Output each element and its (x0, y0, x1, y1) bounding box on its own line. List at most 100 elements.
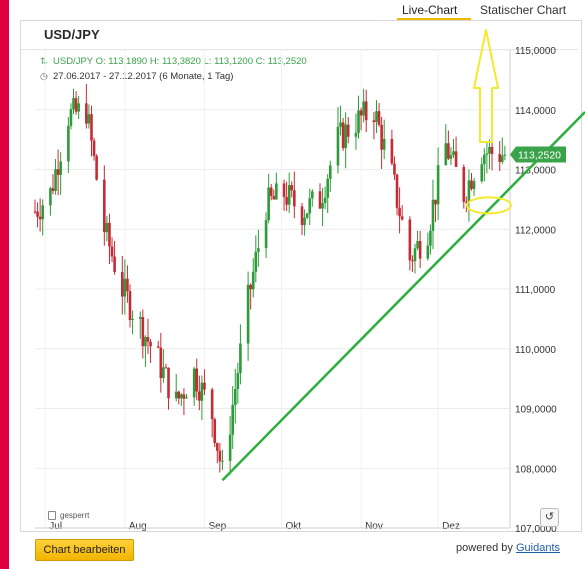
candle-body (375, 111, 378, 123)
candle-body (393, 163, 396, 175)
candle-body (287, 185, 291, 205)
candle-body (233, 388, 237, 405)
candle-body (418, 241, 422, 259)
last-price-label: 113,2520 (518, 149, 561, 161)
candle-body (300, 206, 304, 225)
candle-body (398, 207, 401, 217)
candle-body (92, 140, 96, 156)
candle-body (56, 169, 60, 175)
instrument-icon: ⇅ (40, 56, 48, 66)
y-tick-label: 112,0000 (515, 225, 556, 236)
last-price-tag (510, 146, 566, 163)
candle-body (454, 151, 458, 167)
candle-body (105, 222, 109, 233)
chart-tabs: Live-Chart Statischer Chart (9, 0, 585, 22)
candle-body (472, 181, 476, 189)
candle-body (174, 391, 178, 399)
candle-body (490, 146, 494, 155)
candle-body (341, 122, 345, 149)
candle-body (236, 373, 240, 389)
candle-body (156, 346, 160, 348)
candle-body (131, 318, 134, 321)
candle-body (182, 394, 186, 399)
candle-body (500, 155, 504, 162)
candle-body (123, 278, 127, 297)
guidants-link[interactable]: Guidants (515, 542, 560, 554)
candle-body (69, 109, 73, 126)
candle-body (357, 110, 360, 133)
candle-body (290, 185, 294, 191)
reset-zoom-button[interactable]: ↺ (540, 508, 559, 527)
candle-body (185, 397, 188, 399)
candle-body (149, 341, 152, 347)
locked-indicator: gesperrt (48, 511, 90, 521)
candle-body (200, 382, 204, 401)
candle-body (359, 110, 363, 116)
candle-body (488, 146, 491, 154)
candle-body (33, 211, 37, 213)
candle-body (429, 230, 432, 246)
candle-body (308, 198, 312, 214)
candle-body (218, 450, 222, 462)
candle-body (141, 317, 145, 347)
candle-body (264, 220, 268, 249)
candle-body (434, 199, 437, 205)
edit-chart-button[interactable]: Chart bearbeiten (35, 539, 134, 561)
tab-static-chart[interactable]: Statischer Chart (480, 3, 567, 17)
candle-body (413, 248, 417, 262)
candle-body (444, 143, 448, 166)
candle-body (138, 317, 142, 319)
candle-body (51, 188, 55, 192)
candle-body (498, 154, 502, 162)
candle-body (282, 183, 286, 198)
candle-body (95, 155, 98, 180)
candle-body (339, 122, 342, 127)
candle-body (285, 197, 288, 205)
candle-body (228, 434, 232, 461)
candle-body (177, 391, 181, 399)
candle-body (164, 367, 168, 369)
ohlc-readout: USD/JPY O: 113,1890 H: 113,3820 L: 113,1… (53, 56, 307, 67)
candle-body (310, 191, 314, 199)
tab-live-chart[interactable]: Live-Chart (402, 3, 458, 17)
chart-title: USD/JPY (44, 27, 100, 42)
candle-body (267, 187, 270, 221)
candle-body (293, 190, 296, 207)
candle-body (336, 126, 340, 166)
locked-label: gesperrt (60, 511, 90, 520)
candle-body (49, 188, 52, 206)
candle-body (305, 213, 309, 218)
candle-body (377, 111, 381, 125)
candle-body (480, 164, 484, 182)
candle-body (213, 419, 217, 444)
candle-body (382, 138, 386, 150)
candle-body (120, 272, 124, 297)
candle-body (251, 271, 255, 290)
candle-body (74, 98, 78, 112)
candle-body (269, 187, 273, 197)
candle-body (447, 143, 450, 159)
candle-body (372, 120, 376, 123)
candle-body (67, 125, 70, 162)
candle-body (436, 165, 440, 205)
y-tick-label: 107,0000 (515, 524, 557, 535)
candle-body (257, 248, 260, 252)
candle-body (503, 154, 507, 156)
candle-body (38, 216, 42, 220)
active-tab-underline (397, 18, 471, 20)
trend-line (221, 111, 585, 482)
powered-by-label: powered by (456, 542, 513, 554)
candle-body (452, 151, 455, 155)
x-tick-label: Dez (442, 521, 460, 532)
annotation-arrow (473, 29, 499, 143)
candle-body (59, 161, 62, 175)
x-tick-label: Nov (365, 521, 383, 532)
candle-body (408, 219, 412, 261)
candle-body (321, 203, 324, 209)
candle-body (272, 196, 276, 200)
candle-body (485, 153, 489, 155)
candle-body (380, 124, 383, 150)
y-tick-label: 115,0000 (515, 46, 556, 57)
candle-body (411, 260, 414, 262)
